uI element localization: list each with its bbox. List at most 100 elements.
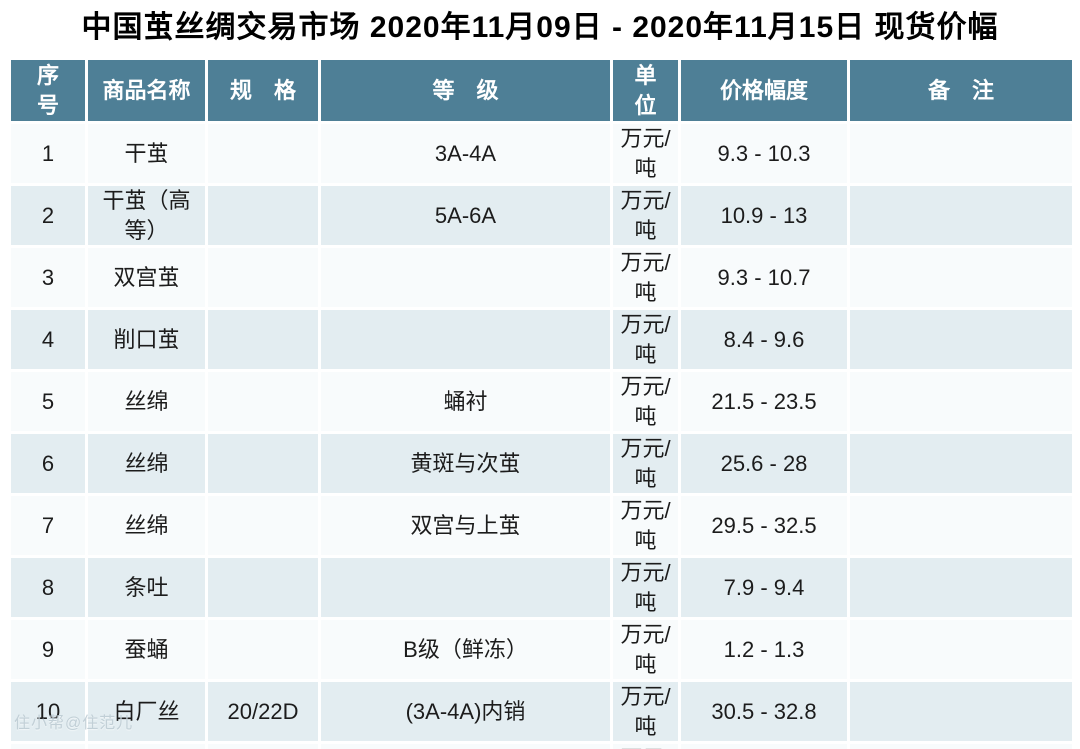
cell-note (847, 555, 1075, 620)
cell-spec (205, 617, 321, 682)
cell-no: 10 (8, 679, 88, 744)
table-row: 9 蚕蛹 B级（鲜冻） 万元/ 吨 1.2 - 1.3 (8, 617, 1075, 682)
cell-grade (318, 555, 613, 620)
column-header-spec: 规 格 (205, 57, 321, 124)
cell-grade: 双宫与上茧 (318, 493, 613, 558)
cell-no: 9 (8, 617, 88, 682)
cell-unit: 万元/ 吨 (610, 121, 681, 186)
cell-name: 丝绵 (85, 493, 208, 558)
cell-no: 7 (8, 493, 88, 558)
table-row: 4 削口茧 万元/ 吨 8.4 - 9.6 (8, 307, 1075, 372)
cell-name: 丝绵 (85, 369, 208, 434)
cell-price: 9.3 - 10.3 (678, 121, 850, 186)
cell-no: 1 (8, 121, 88, 186)
cell-price: 8.4 - 9.6 (678, 307, 850, 372)
cell-grade: 5A-6A (318, 183, 613, 248)
cell-name: 干茧（高 等） (85, 183, 208, 248)
cell-spec (205, 183, 321, 248)
cell-name: 削口茧 (85, 307, 208, 372)
cell-no: 8 (8, 555, 88, 620)
cell-price: 21.5 - 23.5 (678, 369, 850, 434)
cell-grade (318, 245, 613, 310)
cell-spec (205, 121, 321, 186)
cell-grade (318, 307, 613, 372)
cell-spec: 20/22D (205, 679, 321, 744)
column-header-name: 商品名称 (85, 57, 208, 124)
cell-name: 双宫茧 (85, 245, 208, 310)
cell-unit: 万元/ 吨 (610, 555, 681, 620)
cell-spec (205, 493, 321, 558)
cell-note (847, 493, 1075, 558)
cell-name (85, 741, 208, 749)
cell-note (847, 679, 1075, 744)
cell-price: 1.2 - 1.3 (678, 617, 850, 682)
cell-note (847, 245, 1075, 310)
column-header-price: 价格幅度 (678, 57, 850, 124)
column-header-note: 备 注 (847, 57, 1075, 124)
cell-no (8, 741, 88, 749)
table-row: 万元/ 吨 (8, 741, 1075, 749)
cell-grade: B级（鲜冻） (318, 617, 613, 682)
cell-unit: 万元/ 吨 (610, 617, 681, 682)
cell-no: 3 (8, 245, 88, 310)
table-row: 2 干茧（高 等） 5A-6A 万元/ 吨 10.9 - 13 (8, 183, 1075, 248)
cell-name: 干茧 (85, 121, 208, 186)
table-row: 8 条吐 万元/ 吨 7.9 - 9.4 (8, 555, 1075, 620)
cell-grade: 蛹衬 (318, 369, 613, 434)
cell-price: 9.3 - 10.7 (678, 245, 850, 310)
cell-name: 丝绵 (85, 431, 208, 496)
price-table: 序 号 商品名称 规 格 等 级 单 位 价格幅度 备 注 1 干茧 3A-4A 万元… (8, 57, 1075, 749)
cell-note (847, 307, 1075, 372)
cell-unit: 万元/ 吨 (610, 369, 681, 434)
cell-unit: 万元/ 吨 (610, 493, 681, 558)
cell-price: 25.6 - 28 (678, 431, 850, 496)
cell-grade: 黄斑与次茧 (318, 431, 613, 496)
cell-price: 7.9 - 9.4 (678, 555, 850, 620)
table-row: 5 丝绵 蛹衬 万元/ 吨 21.5 - 23.5 (8, 369, 1075, 434)
column-header-serial: 序 号 (8, 57, 88, 124)
cell-unit: 万元/ 吨 (610, 679, 681, 744)
cell-price: 29.5 - 32.5 (678, 493, 850, 558)
cell-note (847, 183, 1075, 248)
table-row: 1 干茧 3A-4A 万元/ 吨 9.3 - 10.3 (8, 121, 1075, 186)
cell-unit: 万元/ 吨 (610, 307, 681, 372)
cell-price: 10.9 - 13 (678, 183, 850, 248)
cell-note (847, 431, 1075, 496)
cell-note (847, 741, 1075, 749)
cell-spec (205, 245, 321, 310)
cell-spec (205, 555, 321, 620)
column-header-unit: 单 位 (610, 57, 681, 124)
page-title: 中国茧丝绸交易市场 2020年11月09日 - 2020年11月15日 现货价幅 (81, 11, 999, 44)
cell-no: 6 (8, 431, 88, 496)
table-row: 10 白厂丝 20/22D (3A-4A)内销 万元/ 吨 30.5 - 32.8 (8, 679, 1075, 744)
cell-no: 5 (8, 369, 88, 434)
cell-price: 30.5 - 32.8 (678, 679, 850, 744)
cell-grade: (3A-4A)内销 (318, 679, 613, 744)
table-header-row: 序 号 商品名称 规 格 等 级 单 位 价格幅度 备 注 (8, 57, 1075, 124)
cell-note (847, 121, 1075, 186)
cell-grade (318, 741, 613, 749)
cell-note (847, 369, 1075, 434)
cell-unit: 万元/ 吨 (610, 183, 681, 248)
cell-unit: 万元/ 吨 (610, 431, 681, 496)
cell-spec (205, 369, 321, 434)
cell-spec (205, 431, 321, 496)
column-header-grade: 等 级 (318, 57, 613, 124)
cell-unit: 万元/ 吨 (610, 741, 681, 749)
table-row: 7 丝绵 双宫与上茧 万元/ 吨 29.5 - 32.5 (8, 493, 1075, 558)
cell-no: 2 (8, 183, 88, 248)
cell-note (847, 617, 1075, 682)
cell-no: 4 (8, 307, 88, 372)
cell-spec (205, 741, 321, 749)
cell-price (678, 741, 850, 749)
table-body: 1 干茧 3A-4A 万元/ 吨 9.3 - 10.3 2 干茧（高 等） 5A-6A 万元/ … (8, 121, 1075, 749)
cell-name: 蚕蛹 (85, 617, 208, 682)
cell-name: 条吐 (85, 555, 208, 620)
cell-name: 白厂丝 (85, 679, 208, 744)
cell-spec (205, 307, 321, 372)
cell-unit: 万元/ 吨 (610, 245, 681, 310)
table-row: 3 双宫茧 万元/ 吨 9.3 - 10.7 (8, 245, 1075, 310)
cell-grade: 3A-4A (318, 121, 613, 186)
table-row: 6 丝绵 黄斑与次茧 万元/ 吨 25.6 - 28 (8, 431, 1075, 496)
